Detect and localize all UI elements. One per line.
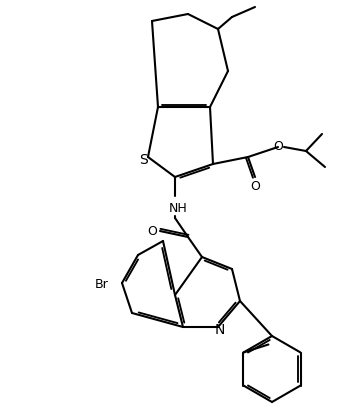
Text: S: S <box>140 153 148 166</box>
Text: NH: NH <box>168 202 187 215</box>
Text: O: O <box>147 225 157 238</box>
Text: Br: Br <box>94 277 108 290</box>
Text: O: O <box>250 179 260 192</box>
Text: N: N <box>215 322 225 336</box>
Text: O: O <box>273 140 283 153</box>
